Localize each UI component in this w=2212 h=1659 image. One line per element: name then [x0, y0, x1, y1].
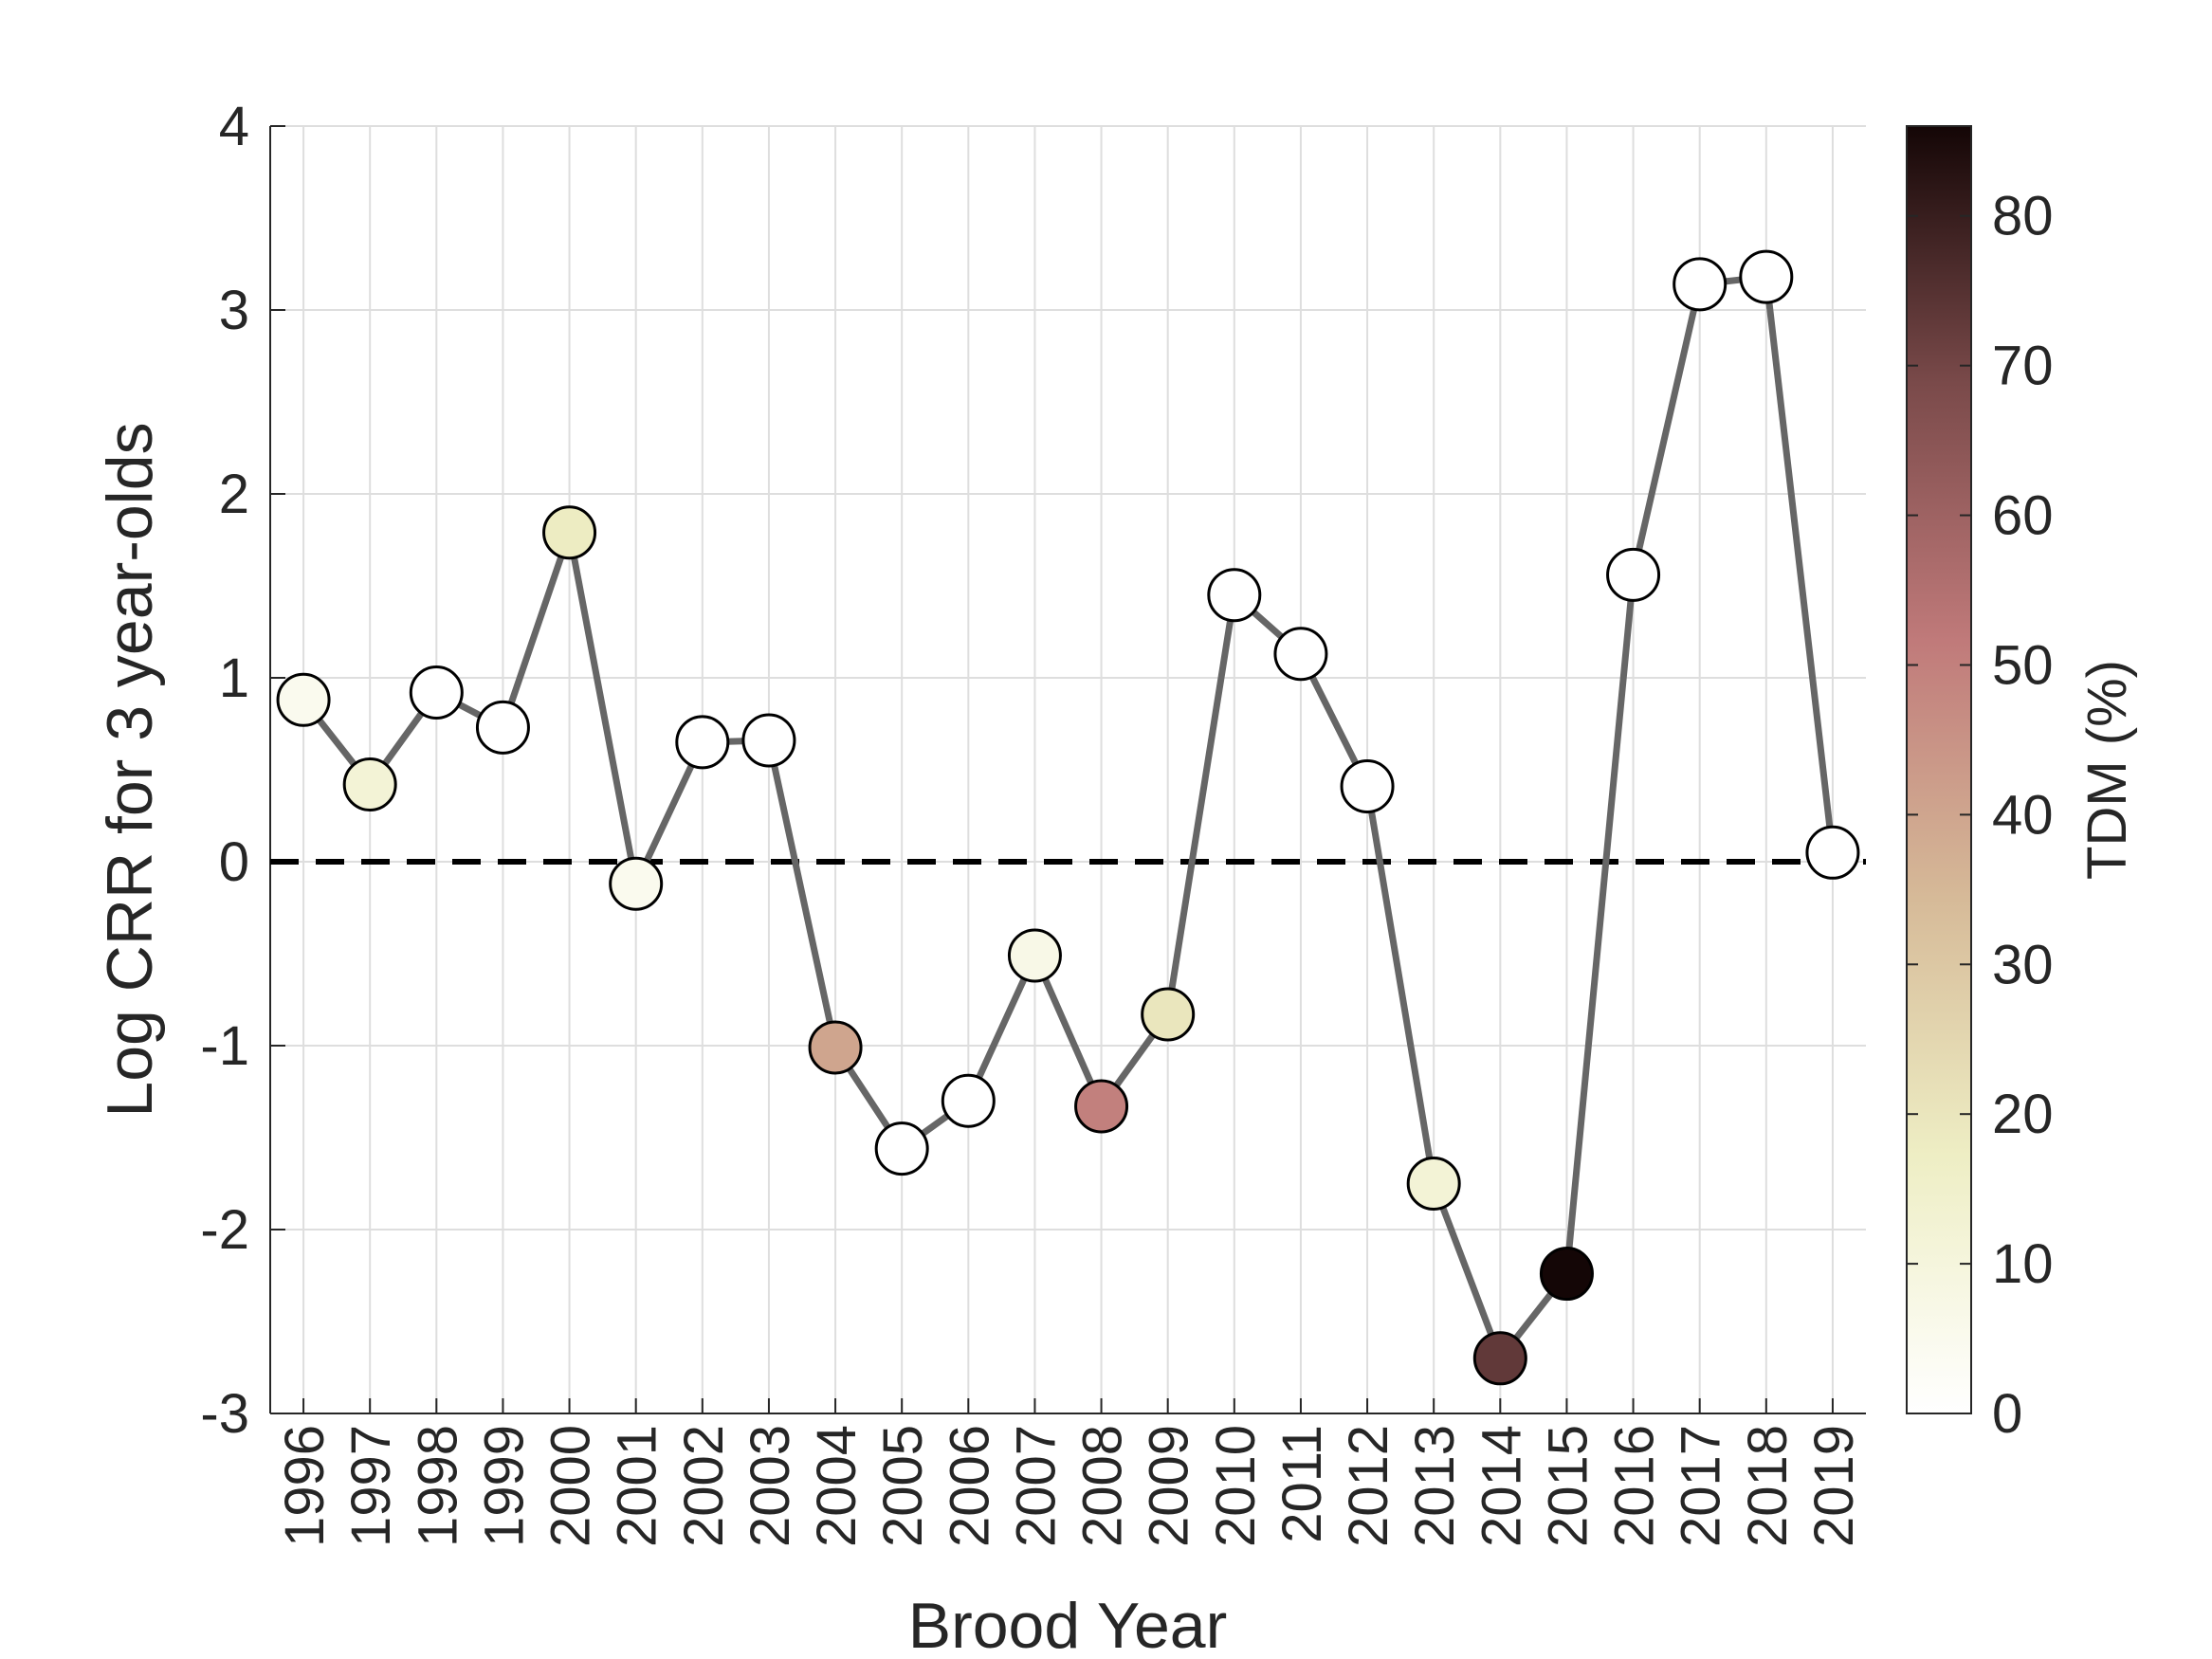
data-point-2010	[1207, 568, 1262, 623]
data-point-1998	[409, 665, 464, 720]
data-point-2009	[1141, 987, 1196, 1042]
data-point-1996	[276, 672, 331, 727]
colorbar-tick-label: 40	[1992, 784, 2054, 846]
x-tick-label: 2008	[1072, 1425, 1134, 1547]
data-point-1997	[342, 757, 397, 812]
y-tick-label: 4	[219, 96, 249, 157]
colorbar-tick-label: 20	[1992, 1084, 2054, 1145]
y-tick-label: -1	[200, 1015, 249, 1077]
colorbar-tick-labels: 80 70 60 50 40 30 20 10 0	[1907, 186, 2054, 1445]
data-point-2019	[1805, 825, 1860, 880]
x-tick-label: 2014	[1471, 1425, 1532, 1547]
colorbar-tick-label: 10	[1992, 1233, 2054, 1295]
x-tick-label: 2013	[1404, 1425, 1466, 1547]
y-tick-label: 0	[219, 831, 249, 893]
x-tick-label: 2010	[1205, 1425, 1267, 1547]
data-point-2007	[1007, 928, 1062, 983]
data-point-2017	[1673, 257, 1728, 312]
colorbar-title: TDM (%)	[2076, 660, 2138, 880]
y-tick-label: 2	[219, 464, 249, 525]
data-point-2008	[1074, 1079, 1129, 1134]
data-point-2013	[1406, 1157, 1461, 1211]
y-tick-label: 3	[219, 280, 249, 341]
x-tick-label: 2005	[872, 1425, 934, 1547]
x-tick-label: 2016	[1604, 1425, 1666, 1547]
x-tick-label: 2012	[1338, 1425, 1399, 1547]
colorbar-tick-label: 70	[1992, 336, 2054, 397]
colorbar-tick-label: 60	[1992, 485, 2054, 547]
x-tick-label: 2002	[673, 1425, 735, 1547]
data-point-2016	[1606, 547, 1661, 602]
x-tick-label: 2018	[1737, 1425, 1799, 1547]
x-tick-label: 2019	[1803, 1425, 1865, 1547]
data-point-2006	[941, 1073, 996, 1128]
y-tick-label: -3	[200, 1383, 249, 1445]
x-tick-label: 2006	[939, 1425, 1000, 1547]
data-point-2003	[741, 713, 796, 768]
x-tick-label: 2011	[1271, 1425, 1333, 1543]
colorbar-tick-label: 80	[1992, 186, 2054, 247]
x-tick-label: 2015	[1537, 1425, 1599, 1547]
colorbar	[1906, 125, 1972, 1414]
x-tick-label: 2004	[806, 1425, 868, 1547]
y-tick-labels: 4 3 2 1 0 -1 -2 -3	[200, 96, 249, 1445]
x-tick-label: 2007	[1005, 1425, 1067, 1547]
data-points	[276, 249, 1860, 1386]
plot-area	[270, 126, 1866, 1413]
colorbar-tick-label: 50	[1992, 634, 2054, 696]
x-tick-label: 1999	[473, 1425, 535, 1547]
data-point-2001	[609, 856, 664, 911]
x-tick-label: 2003	[740, 1425, 801, 1547]
series-line	[301, 273, 1837, 1362]
x-tick-label: 1998	[407, 1425, 468, 1547]
data-point-2014	[1472, 1331, 1527, 1386]
x-tick-label: 2001	[607, 1425, 668, 1547]
x-tick-label: 1996	[274, 1425, 336, 1547]
x-tick-labels: 1996 1997 1998 1999 2000 2001 2002 2003 2004 2005…	[274, 1425, 1865, 1547]
x-tick-label: 1997	[340, 1425, 402, 1547]
data-point-2002	[675, 715, 730, 770]
data-point-2000	[542, 505, 597, 560]
data-point-2012	[1340, 758, 1395, 813]
x-tick-label: 2000	[540, 1425, 602, 1547]
data-point-2005	[874, 1121, 929, 1176]
data-point-2004	[808, 1020, 863, 1075]
x-tick-label: 2017	[1671, 1425, 1732, 1547]
data-point-1999	[475, 700, 530, 755]
x-axis-title: Brood Year	[908, 1590, 1228, 1659]
colorbar-tick-label: 30	[1992, 934, 2054, 995]
y-axis-title: Log CRR for 3 year-olds	[94, 422, 166, 1117]
x-tick-label: 2009	[1139, 1425, 1200, 1547]
y-tick-label: -2	[200, 1199, 249, 1261]
data-point-2011	[1273, 627, 1328, 682]
data-point-2018	[1739, 249, 1794, 304]
colorbar-tick-label: 0	[1992, 1383, 2022, 1445]
y-tick-label: 1	[219, 647, 249, 709]
data-point-2015	[1539, 1247, 1594, 1302]
